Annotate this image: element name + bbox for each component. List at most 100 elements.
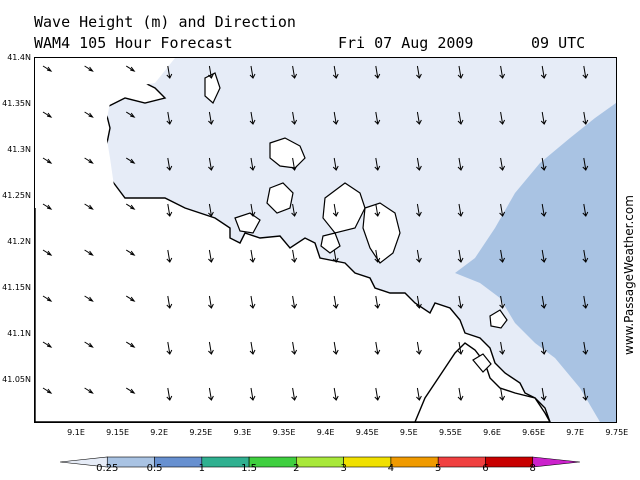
wave-arrow (416, 111, 420, 125)
wave-arrow-head (291, 165, 298, 171)
wave-arrow (208, 157, 212, 171)
wave-arrow (167, 295, 171, 309)
wave-arrow-head (457, 395, 464, 401)
wave-arrow-head (582, 211, 589, 217)
wave-arrow (375, 249, 379, 263)
lon-tick-label: 9.65E (522, 428, 546, 437)
wave-arrow (541, 157, 545, 171)
lon-tick-label: 9.15E (106, 428, 130, 437)
wave-arrow (292, 249, 296, 263)
wave-arrow (541, 387, 545, 401)
wave-arrow (458, 295, 462, 309)
wave-arrow-head (166, 165, 173, 171)
wave-arrow-head (88, 204, 94, 210)
wave-arrow-head (540, 165, 547, 171)
island-1 (269, 137, 306, 169)
wave-arrow-head (166, 303, 173, 309)
wave-arrow-head (416, 303, 422, 309)
island-7 (204, 72, 221, 104)
wave-arrow (500, 387, 504, 401)
wave-arrow-head (582, 119, 589, 125)
wave-arrow-head (166, 73, 173, 79)
wave-arrow-head (249, 73, 256, 79)
wave-arrow-head (416, 257, 422, 263)
lon-tick-label: 9.5E (399, 428, 418, 437)
lat-tick-label: 41.4N (7, 53, 31, 62)
wave-arrow-head (374, 257, 381, 263)
wave-arrow-head (499, 119, 506, 125)
wave-arrow (583, 157, 587, 171)
wave-arrow-head (499, 165, 506, 171)
wave-arrow-head (208, 303, 214, 309)
wave-arrow (333, 249, 337, 263)
legend-label: 1.5 (241, 463, 258, 474)
wave-arrow-head (416, 165, 422, 171)
lon-tick-label: 9.55E (438, 428, 462, 437)
wave-height-legend (60, 456, 580, 468)
wave-arrow-head (457, 165, 464, 171)
wave-arrow (416, 157, 420, 171)
wave-arrow (416, 249, 420, 263)
wave-arrow-head (499, 257, 506, 263)
wave-arrow-head (46, 250, 53, 256)
wave-arrow-head (540, 349, 547, 355)
wave-arrow (458, 65, 462, 79)
wave-arrow-head (88, 388, 94, 394)
wave-arrow (333, 157, 337, 171)
wave-arrow (500, 111, 504, 125)
island-9 (472, 353, 492, 373)
wave-arrow-head (332, 211, 339, 217)
wave-arrow-head (374, 119, 381, 125)
lon-tick-label: 9.75E (605, 428, 629, 437)
wave-direction-arrows (42, 65, 589, 401)
wave-arrow-head (166, 211, 173, 217)
wave-arrow (250, 111, 254, 125)
wave-arrow-head (208, 211, 214, 217)
wave-arrow (458, 111, 462, 125)
wave-arrow-head (457, 349, 464, 355)
map-area[interactable] (34, 57, 617, 423)
wave-arrow-head (457, 257, 464, 263)
wave-arrow (458, 387, 462, 401)
wave-arrow (375, 65, 379, 79)
wave-arrow-head (130, 112, 136, 118)
wave-arrow-head (130, 250, 136, 256)
wave-arrow-head (130, 388, 136, 394)
wave-arrow (541, 341, 545, 355)
wave-arrow (375, 387, 379, 401)
wave-arrow-head (332, 349, 339, 355)
wave-arrow (458, 157, 462, 171)
wave-arrow (583, 203, 587, 217)
wave-arrow-head (499, 303, 506, 309)
wave-arrow-head (374, 211, 381, 217)
wave-arrow (541, 295, 545, 309)
wave-arrow-head (499, 73, 506, 79)
wave-arrow-head (582, 257, 589, 263)
wave-arrow (333, 295, 337, 309)
island-8 (489, 309, 508, 329)
wave-arrow (375, 203, 379, 217)
wave-arrow (416, 203, 420, 217)
wave-arrow-head (208, 395, 214, 401)
wave-arrow-head (130, 296, 136, 302)
wave-arrow-head (332, 165, 339, 171)
wave-arrow-head (374, 73, 381, 79)
wave-arrow (208, 249, 212, 263)
wave-arrow (541, 111, 545, 125)
wave-arrow (375, 341, 379, 355)
wave-arrow (250, 65, 254, 79)
wave-arrow (292, 65, 296, 79)
wave-arrow-head (291, 303, 298, 309)
wave-arrow-head (291, 211, 298, 217)
wave-arrow-head (249, 211, 256, 217)
wave-arrow-head (416, 349, 422, 355)
wave-arrow-head (249, 165, 256, 171)
wave-arrow (167, 157, 171, 171)
model-forecast-label: WAM4 105 Hour Forecast (34, 34, 233, 52)
legend-label: 4 (387, 463, 395, 474)
wave-arrow-head (249, 303, 256, 309)
wave-arrow-head (457, 73, 464, 79)
legend-swatch (532, 456, 580, 468)
wave-arrow-head (540, 395, 547, 401)
legend-label: 2 (293, 463, 300, 474)
